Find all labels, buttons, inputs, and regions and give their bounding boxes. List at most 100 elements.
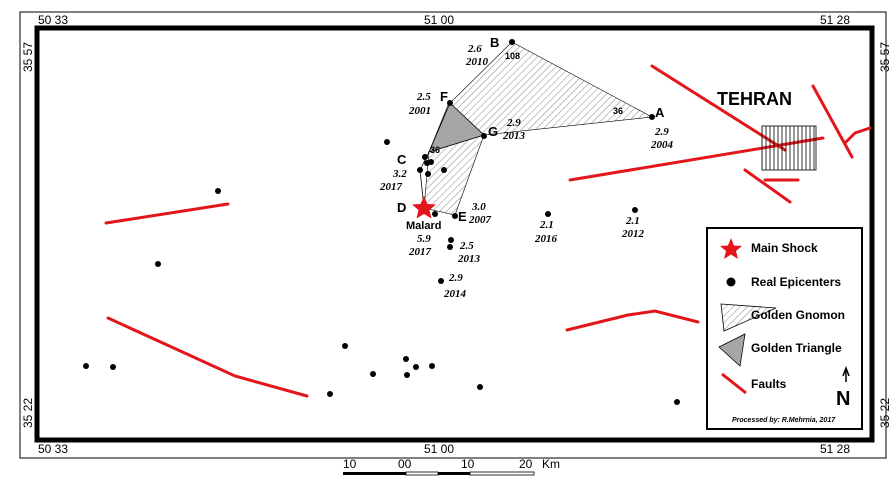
scale-segment: [343, 472, 406, 475]
main-shock-star: [412, 196, 436, 219]
legend: Main Shock Real Epicenters Golden Gnomon…: [706, 227, 863, 430]
coord-right-top: 35 57: [878, 42, 892, 72]
point-label-a: A: [655, 105, 665, 120]
coord-left-top: 35 57: [21, 42, 35, 72]
mag-b: 2.6: [467, 43, 482, 55]
epicenter-point: [481, 133, 487, 139]
point-label-c: C: [397, 152, 407, 167]
epicenter-point: [429, 363, 435, 369]
scale-label: 10: [343, 457, 357, 471]
epicenter-point: [370, 371, 376, 377]
scale-segment: [469, 471, 535, 476]
epicenter-point: [432, 211, 438, 217]
scale-label: 20: [519, 457, 533, 471]
coord-top-left: 50 33: [38, 13, 68, 27]
epicenter-point: [155, 261, 161, 267]
fault-line: [104, 202, 230, 225]
epicenter-point: [545, 211, 551, 217]
epicenter-point: [438, 278, 444, 284]
epicenter-point: [384, 139, 390, 145]
legend-epicenter-icon: [726, 277, 736, 287]
tehran-area: [761, 125, 817, 171]
fault-line: [565, 309, 700, 332]
year-p1: 2013: [457, 253, 481, 265]
year-c: 2017: [379, 181, 403, 193]
fault-line: [843, 126, 872, 145]
epicenter-point: [417, 167, 423, 173]
epicenter-point: [404, 372, 410, 378]
epicenter-point: [327, 391, 333, 397]
point-label-b: B: [490, 35, 499, 50]
angle-a: 36: [613, 106, 623, 116]
year-p4: 2012: [621, 228, 645, 240]
mag-p4: 2.1: [625, 215, 640, 227]
mag-d: 5.9: [417, 233, 431, 245]
epicenter-point: [83, 363, 89, 369]
fault-line: [743, 168, 792, 204]
legend-main-shock: Main Shock: [751, 241, 818, 255]
golden-triangle: [428, 102, 485, 153]
epicenter-point: [674, 399, 680, 405]
epicenter-point: [632, 207, 638, 213]
epicenter-point: [649, 114, 655, 120]
epicenter-point: [110, 364, 116, 370]
triangle-edge: [419, 151, 430, 171]
mag-f: 2.5: [416, 91, 431, 103]
coord-bottom-right: 51 28: [820, 442, 850, 456]
legend-golden-gnomon: Golden Gnomon: [751, 308, 845, 322]
legend-gnomon-icon: [720, 303, 777, 332]
point-label-d: D: [397, 200, 406, 215]
mag-p1: 2.5: [459, 240, 474, 252]
coord-left-bottom: 35 22: [21, 398, 35, 428]
coord-bottom-left: 50 33: [38, 442, 68, 456]
city-tehran: TEHRAN: [717, 89, 792, 109]
legend-real-epicenters: Real Epicenters: [751, 275, 841, 289]
epicenter-point: [447, 100, 453, 106]
credit-text: Processed by: R.Mehrnia, 2017: [732, 417, 836, 424]
scale-segment: [405, 471, 439, 476]
year-d: 2017: [408, 246, 432, 258]
coord-right-bottom: 35 22: [878, 398, 892, 428]
mag-p3: 2.1: [539, 219, 554, 231]
epicenter-point: [422, 154, 428, 160]
faults: [104, 64, 872, 398]
legend-triangle-icon: [718, 333, 746, 367]
mag-e: 3.0: [471, 201, 486, 213]
epicenters: [83, 39, 680, 405]
outer-frame: [19, 11, 887, 459]
point-label-f: F: [440, 89, 448, 104]
epicenter-point: [425, 171, 431, 177]
scale-bar: 10 00 10 20 Km: [343, 457, 560, 476]
year-a: 2004: [650, 139, 674, 151]
scale-label: 00: [398, 457, 412, 471]
legend-fault-icon: [721, 372, 747, 395]
scale-label: 10: [461, 457, 475, 471]
north-arrow-icon: [842, 365, 850, 377]
epicenter-point: [509, 39, 515, 45]
year-e: 2007: [468, 214, 492, 226]
year-p3: 2016: [534, 233, 558, 245]
year-g: 2013: [502, 130, 526, 142]
mag-a: 2.9: [654, 126, 669, 138]
scale-unit: Km: [542, 457, 560, 471]
point-label-e: E: [458, 209, 467, 224]
scale-segment: [438, 472, 470, 475]
legend-golden-triangle: Golden Triangle: [751, 341, 842, 355]
angle-c: 36: [430, 145, 440, 155]
epicenter-point: [441, 167, 447, 173]
legend-star-icon: [720, 238, 742, 259]
point-label-g: G: [488, 124, 498, 139]
year-p2: 2014: [443, 288, 467, 300]
epicenter-point: [413, 364, 419, 370]
year-f: 2001: [408, 105, 431, 117]
mag-g: 2.9: [506, 117, 521, 129]
place-malard: Malard: [406, 220, 441, 232]
year-b: 2010: [465, 56, 489, 68]
epicenter-point: [403, 356, 409, 362]
fault-line: [811, 84, 854, 159]
epicenter-point: [452, 213, 458, 219]
coord-top-right: 51 28: [820, 13, 850, 27]
epicenter-point: [448, 237, 454, 243]
coord-bottom-mid: 51 00: [424, 442, 454, 456]
